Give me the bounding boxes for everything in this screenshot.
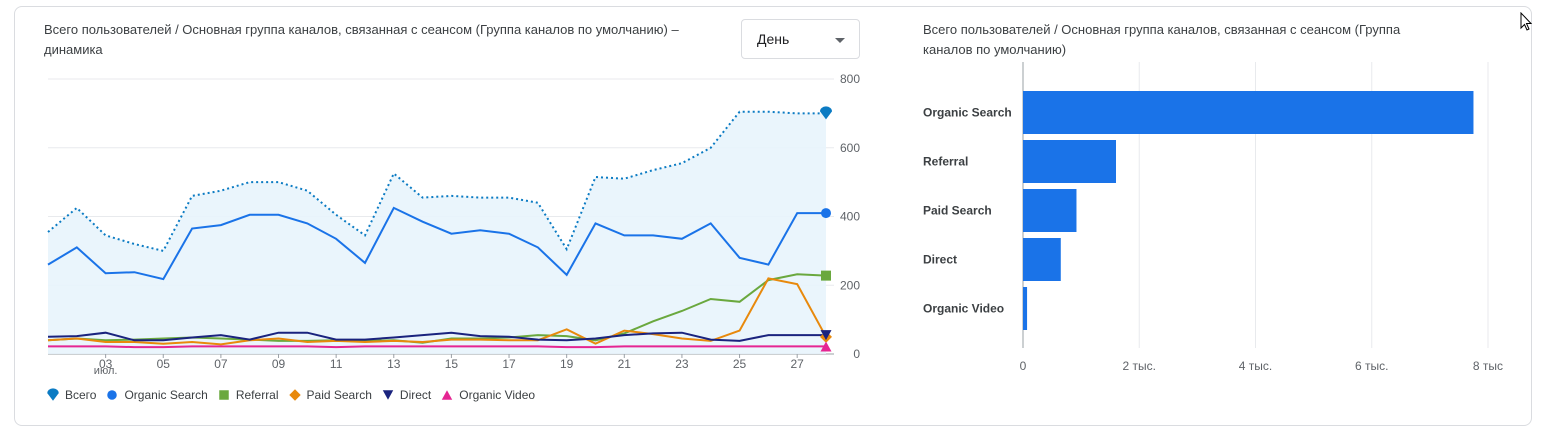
legend-label: Всего [65,388,97,402]
x-tick-label: 21 [618,357,632,371]
legend-marker-icon [107,390,118,400]
x-tick-label: 0 [1020,359,1027,373]
category-label: Organic Search [923,106,1012,120]
x-tick-label: 05 [157,357,171,371]
x-tick-label: 4 тыс. [1239,359,1272,373]
legend-label: Paid Search [306,388,372,402]
legend-item-organic-search[interactable]: Organic Search [105,388,208,402]
series-line-всего [47,110,826,253]
legend-item-organic-video[interactable]: Organic Video [440,388,535,402]
bar-paid-search[interactable] [1023,189,1077,232]
category-label: Organic Video [923,302,1004,316]
x-month-label: июл. [94,365,118,377]
series-area-всего [48,111,826,354]
x-tick-label: 17 [502,357,516,371]
category-label: Referral [923,155,968,169]
x-tick-label: 2 тыс. [1123,359,1156,373]
line-chart-title: Всего пользователей / Основная группа ка… [44,22,679,57]
granularity-dropdown[interactable]: День [741,19,860,59]
legend-item-всего[interactable]: Всего [46,388,96,402]
legend-label: Direct [399,388,432,402]
legend-item-referral[interactable]: Referral [217,388,279,402]
y-tick-label: 800 [840,72,860,86]
x-tick-label: 13 [387,357,401,371]
mouse-pointer-icon [1520,12,1533,31]
legend-marker [219,390,229,400]
x-tick-label: 19 [560,357,574,371]
series-line-organic-search [47,206,826,281]
x-tick-label: 15 [445,357,459,371]
legend-label: Organic Video [459,388,536,402]
legend-marker [288,389,301,401]
y-tick-label: 600 [840,141,860,155]
legend-label: Organic Search [124,388,208,402]
series-line-direct [47,331,826,342]
x-tick-label: 8 тыс [1473,359,1503,373]
granularity-selected-value: День [757,31,790,47]
x-tick-label: 11 [330,357,343,371]
y-tick-label: 200 [840,278,860,292]
x-tick-label: 07 [214,357,228,371]
bar-organic-search[interactable] [1023,91,1474,134]
legend-label: Referral [235,388,279,402]
legend-marker-icon [382,390,394,400]
y-tick-label: 0 [853,347,860,361]
legend-marker-icon [47,388,59,401]
x-tick-label: 23 [675,357,689,371]
legend-marker-icon [219,390,229,400]
line-chart-legend: Всего Organic Search Referral Paid Search Di… [46,388,544,402]
legend-marker [382,390,394,400]
bar-chart-title: Всего пользователей / Основная группа ка… [923,22,1401,57]
legend-item-direct[interactable]: Direct [381,388,431,402]
category-label: Direct [923,253,957,267]
y-tick-label: 400 [840,210,860,224]
bar-organic-video[interactable] [1023,287,1028,330]
x-tick-label: 09 [272,357,286,371]
x-tick-label: 6 тыс. [1355,359,1388,373]
x-tick-label: 03 [99,357,113,371]
series-endpoint-referral [821,270,831,281]
series-line-organic-video [48,345,826,349]
chevron-down-icon[interactable] [835,38,845,43]
series-endpoint-organic-search [821,208,831,219]
legend-marker [442,390,453,400]
legend-item-paid-search[interactable]: Paid Search [288,388,372,402]
x-tick-label: 25 [733,357,747,371]
legend-marker [47,388,59,401]
bar-direct[interactable] [1023,238,1061,281]
legend-marker-icon [288,389,301,401]
series-endpoint-всего [820,106,832,120]
legend-marker-icon [442,390,453,400]
legend-marker [107,390,118,400]
series-endpoint-organic-video [820,341,832,352]
x-tick-label: 27 [791,357,805,371]
series-line-paid-search [47,277,827,346]
bar-referral[interactable] [1023,140,1116,183]
series-endpoint-direct [820,330,832,341]
category-label: Paid Search [923,204,992,218]
